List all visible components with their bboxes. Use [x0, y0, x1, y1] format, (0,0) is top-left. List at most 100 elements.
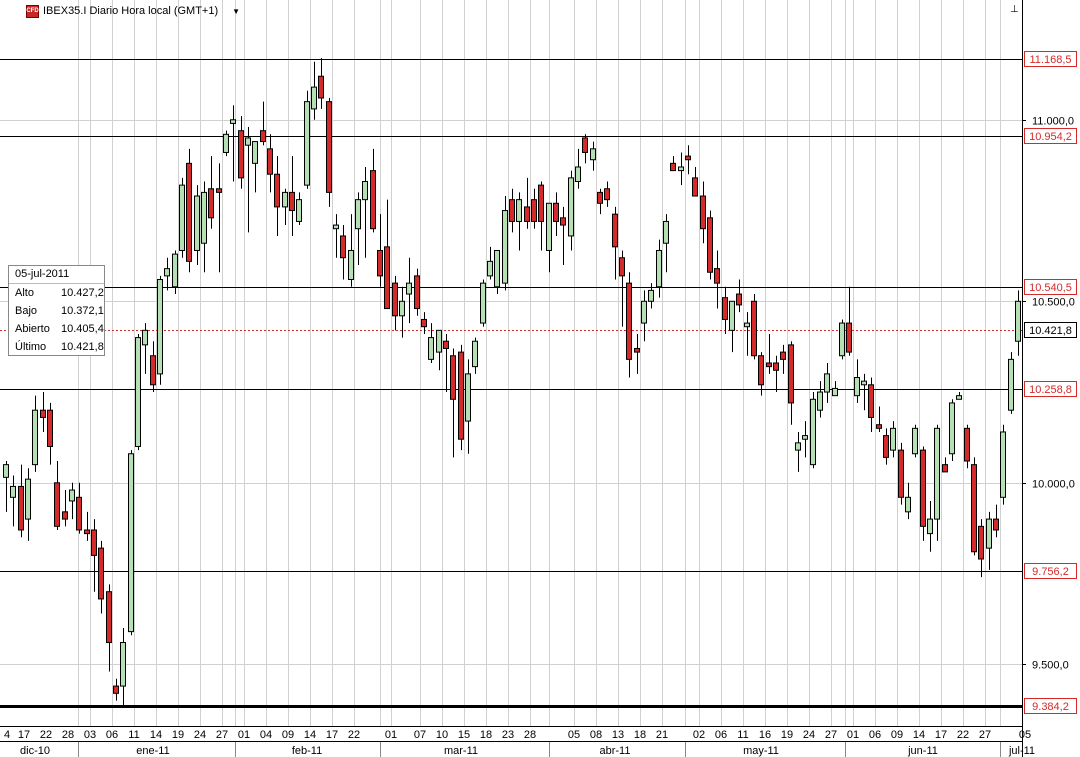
candle — [641, 290, 647, 342]
day-tick-label: 17 — [935, 729, 947, 741]
candle-body-up — [355, 199, 361, 230]
candle-body-down — [788, 344, 794, 404]
candle — [714, 250, 720, 309]
level-price-box — [1024, 128, 1077, 144]
day-tick-label: 06 — [869, 729, 881, 741]
candle — [348, 214, 354, 287]
candle-body-down — [978, 525, 984, 560]
candle — [934, 424, 940, 541]
candle — [238, 116, 244, 189]
candle-body-up — [934, 427, 940, 520]
candle — [326, 98, 332, 207]
candle — [898, 442, 904, 505]
candle-body-up — [927, 518, 933, 535]
month-tick-label: may-11 — [743, 745, 779, 757]
candle-body-up — [406, 282, 412, 295]
candle — [399, 286, 405, 338]
candle-body-up — [230, 119, 236, 124]
candle-body-down — [553, 202, 559, 222]
candle — [282, 188, 288, 226]
candle-body-up — [949, 402, 955, 455]
candle-body-up — [362, 181, 368, 201]
candle-body-down — [113, 685, 119, 694]
candle — [531, 188, 537, 229]
candle — [69, 482, 75, 520]
candle-body-up — [832, 387, 838, 397]
candle-body-up — [1008, 358, 1014, 411]
candle — [252, 141, 258, 193]
level-price-label: 9.384,2 — [1032, 701, 1069, 713]
current-price-label: 10.421,8 — [1029, 325, 1072, 337]
candle — [362, 166, 368, 258]
cfd-icon: CFD — [26, 4, 39, 18]
candle — [854, 359, 860, 403]
candle-body-down — [260, 130, 266, 143]
candle-body-up — [568, 177, 574, 237]
month-tick-label: jun-11 — [907, 745, 938, 757]
candle-body-down — [971, 464, 977, 553]
candle — [582, 134, 588, 164]
candle — [458, 344, 464, 451]
candle — [612, 206, 618, 280]
candle-body-down — [509, 199, 515, 222]
candle-body-down — [626, 282, 632, 360]
candle — [32, 395, 38, 472]
candle-body-up — [142, 329, 148, 346]
candle — [993, 504, 999, 538]
candle — [333, 214, 339, 258]
month-tick-label: mar-11 — [444, 745, 478, 757]
candle — [480, 279, 486, 327]
candle-body-down — [18, 485, 24, 531]
candle — [861, 373, 867, 411]
candle — [260, 101, 266, 146]
candle-body-up — [135, 337, 141, 447]
candle — [553, 192, 559, 236]
candle — [201, 181, 207, 273]
candle — [120, 627, 126, 708]
candle-body-up — [465, 373, 471, 422]
candle — [516, 192, 522, 251]
candle-body-down — [392, 282, 398, 317]
candle — [626, 272, 632, 378]
candle — [40, 392, 46, 432]
candle — [604, 181, 610, 207]
level-price-box — [1024, 381, 1077, 397]
candle — [575, 148, 581, 189]
candle-body-down — [993, 518, 999, 531]
candle-body-down — [443, 340, 449, 349]
level-price-label: 10.540,5 — [1029, 282, 1072, 294]
month-tick-label: dic-10 — [20, 745, 50, 757]
candle-body-up — [817, 391, 823, 411]
candle — [876, 406, 882, 432]
day-tick-label: 04 — [260, 729, 272, 741]
day-tick-label: 10 — [436, 729, 448, 741]
candle — [304, 90, 310, 189]
pin-icon[interactable]: ⊥ — [1010, 4, 1019, 15]
month-tick-label: jul-11 — [1008, 745, 1035, 757]
candle-body-up — [663, 220, 669, 244]
candle — [245, 127, 251, 233]
candle-body-up — [641, 300, 647, 324]
candle-body-down — [54, 482, 60, 527]
candle — [150, 341, 156, 393]
candle-body-down — [685, 155, 691, 161]
candle-body-down — [76, 496, 82, 531]
chevron-down-icon[interactable]: ▼ — [232, 6, 241, 16]
candle — [128, 450, 134, 636]
candle — [868, 377, 874, 432]
day-tick-label: 17 — [18, 729, 30, 741]
candle-body-up — [744, 322, 750, 328]
candle — [18, 464, 24, 538]
candle-body-down — [340, 235, 346, 259]
candle — [289, 156, 295, 236]
candle-body-down — [898, 449, 904, 498]
candle — [186, 148, 192, 273]
candle-body-up — [436, 329, 442, 353]
candle-body-down — [714, 268, 720, 284]
candle-body-up — [399, 300, 405, 317]
candle-body-up — [986, 518, 992, 549]
candle — [392, 275, 398, 331]
candle-body-down — [883, 435, 889, 458]
candle — [377, 214, 383, 287]
